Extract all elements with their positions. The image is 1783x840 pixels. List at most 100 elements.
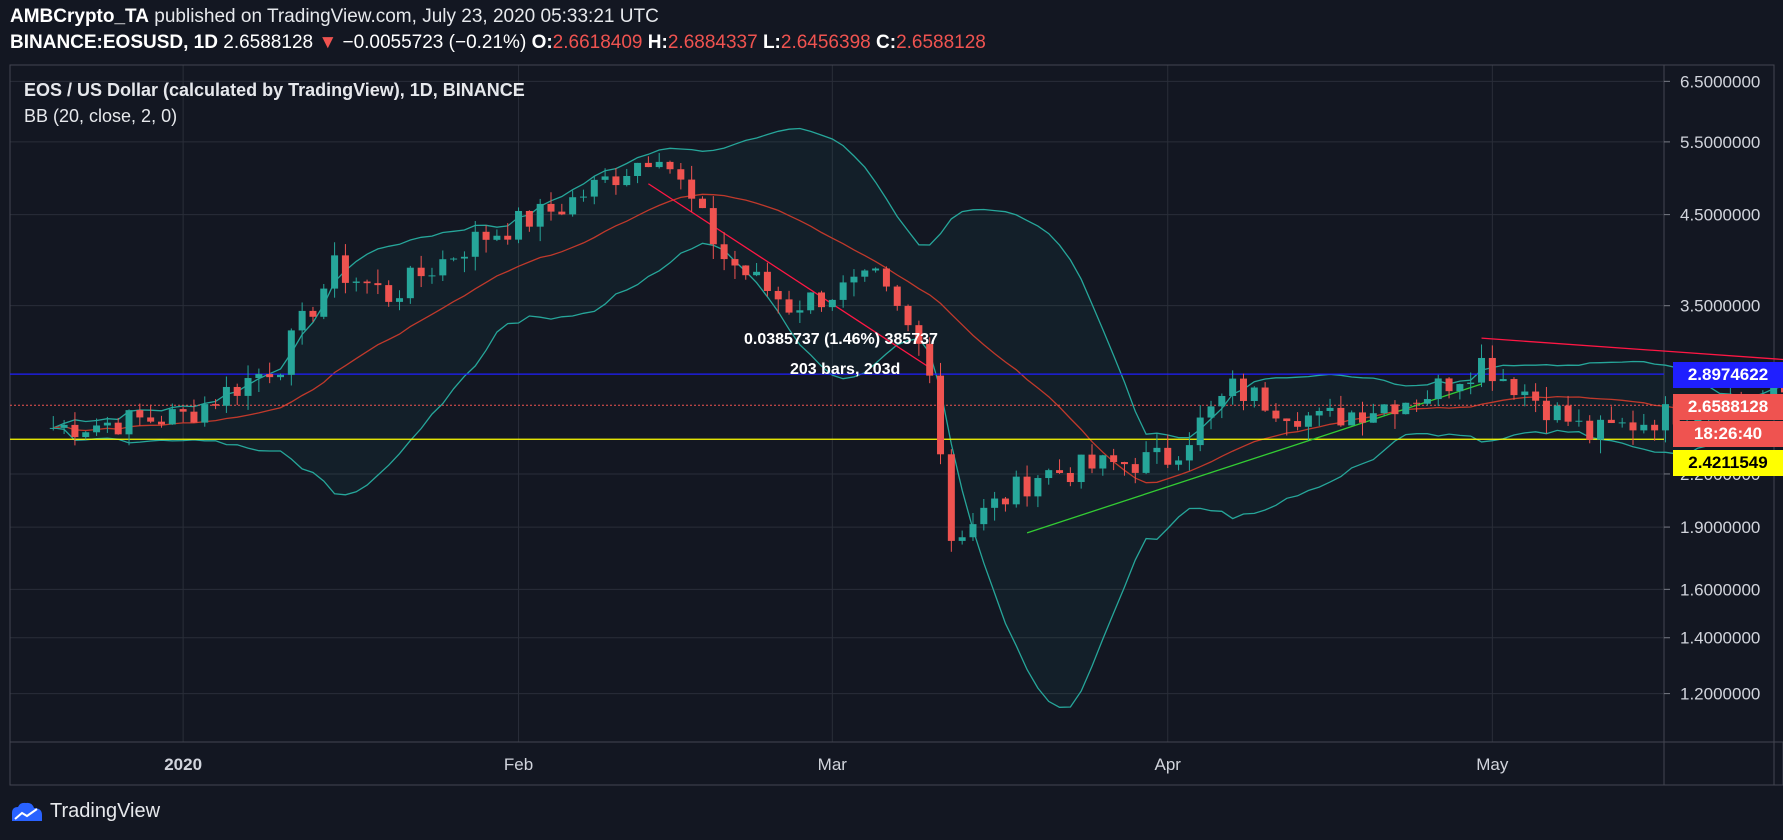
candle-body xyxy=(655,161,663,168)
candle-body xyxy=(926,343,934,376)
candle-body xyxy=(1456,384,1464,392)
candle-body xyxy=(720,244,728,260)
candle-body xyxy=(872,268,880,271)
candle-body xyxy=(1283,418,1291,422)
candle-body xyxy=(331,255,339,289)
candle-body xyxy=(417,267,425,277)
candle-body xyxy=(882,268,890,287)
candle-body xyxy=(839,282,847,300)
candle-body xyxy=(103,422,111,426)
footer-brand[interactable]: TradingView xyxy=(10,800,160,823)
candle-body xyxy=(1434,378,1442,400)
candle-body xyxy=(818,292,825,308)
bb-basis-line xyxy=(53,193,1783,484)
candle-body xyxy=(1348,412,1356,426)
candle-body xyxy=(1770,383,1778,396)
candle-body xyxy=(763,271,771,291)
candle-body xyxy=(1229,378,1237,396)
candle-body xyxy=(1023,476,1031,497)
candle-body xyxy=(1553,405,1561,421)
candle-body xyxy=(1445,378,1453,392)
price-tick-label: 1.9000000 xyxy=(1680,518,1760,537)
candle-body xyxy=(980,507,988,525)
candle-body xyxy=(450,258,458,260)
candle-body xyxy=(1402,402,1410,415)
candle-body xyxy=(1597,419,1605,440)
candle-body xyxy=(1337,407,1345,426)
candle-body xyxy=(1488,357,1496,382)
candle-body xyxy=(1272,410,1280,419)
tradingview-logo-icon xyxy=(12,802,42,821)
close-label: C: xyxy=(876,32,897,53)
candle-body xyxy=(850,276,858,283)
open-label: O: xyxy=(531,32,553,53)
candle-body xyxy=(1661,404,1669,431)
price-change: −0.0055723 (−0.21%) xyxy=(342,32,527,53)
indicator-label[interactable]: BB (20, close, 2, 0) xyxy=(24,106,177,126)
candle-body xyxy=(493,235,501,240)
author[interactable]: AMBCrypto_TA xyxy=(10,6,149,27)
candle-body xyxy=(1250,387,1258,401)
time-tick-label: May xyxy=(1476,755,1509,774)
candle-body xyxy=(1586,420,1594,440)
candle-body xyxy=(233,386,241,396)
candle-body xyxy=(1423,399,1431,404)
price-axis-ticks: 6.50000005.50000004.50000003.50000002.20… xyxy=(1664,72,1760,704)
candle-body xyxy=(320,288,328,317)
candle-body xyxy=(1239,378,1247,401)
price-tick-label: 6.5000000 xyxy=(1680,72,1760,91)
candle-body xyxy=(1196,417,1204,446)
candle-body xyxy=(536,203,544,227)
close-value: 2.6588128 xyxy=(896,32,986,53)
candle-body xyxy=(504,235,512,240)
candle-body xyxy=(1532,391,1540,401)
candle-body xyxy=(1185,445,1193,461)
candle-body xyxy=(244,378,252,396)
candle-body xyxy=(1056,470,1064,473)
candle-body xyxy=(287,330,295,375)
candle-body xyxy=(1521,391,1529,396)
time-tick-label: Apr xyxy=(1155,755,1182,774)
candle-body xyxy=(1315,410,1323,416)
candle-body xyxy=(569,197,577,215)
candle-body xyxy=(1012,476,1020,505)
candle-body xyxy=(644,162,652,168)
candle-body xyxy=(579,196,587,198)
candle-body xyxy=(796,310,804,313)
candles xyxy=(49,153,1783,552)
candle-body xyxy=(179,409,187,412)
candle-body xyxy=(93,425,101,433)
candle-body xyxy=(1467,382,1475,385)
candle-body xyxy=(1034,478,1042,497)
candle-body xyxy=(212,404,220,406)
countdown-label: 18:26:40 xyxy=(1673,421,1783,447)
candle-body xyxy=(190,411,198,423)
open-value: 2.6618409 xyxy=(552,32,643,53)
horizontal-lines xyxy=(10,373,1664,440)
price-tick-label: 1.4000000 xyxy=(1680,629,1760,648)
price-tick-label: 1.2000000 xyxy=(1680,685,1760,704)
candle-body xyxy=(255,374,263,379)
measure-bars-text: 203 bars, 203d xyxy=(790,361,900,378)
candle-body xyxy=(1542,400,1550,421)
last-price: 2.6588128 xyxy=(223,32,314,53)
time-tick-label: 2020 xyxy=(164,755,202,774)
candle-body xyxy=(1564,405,1572,422)
candle-body xyxy=(352,281,360,283)
price-tick-label: 3.5000000 xyxy=(1680,297,1760,316)
candle-body xyxy=(958,537,966,541)
bb-lower-line xyxy=(53,242,1783,708)
candle-body xyxy=(1261,387,1269,411)
candle-body xyxy=(428,275,436,277)
candle-body xyxy=(277,374,284,378)
candle-body xyxy=(309,310,317,317)
candle-body xyxy=(1001,498,1009,505)
candle-body xyxy=(709,208,717,245)
price-tick-label: 1.6000000 xyxy=(1680,580,1760,599)
candle-body xyxy=(915,325,923,344)
candle-body xyxy=(1175,460,1183,465)
candle-body xyxy=(991,498,999,508)
candle-body xyxy=(601,176,609,180)
price-tick-label: 5.5000000 xyxy=(1680,133,1760,152)
